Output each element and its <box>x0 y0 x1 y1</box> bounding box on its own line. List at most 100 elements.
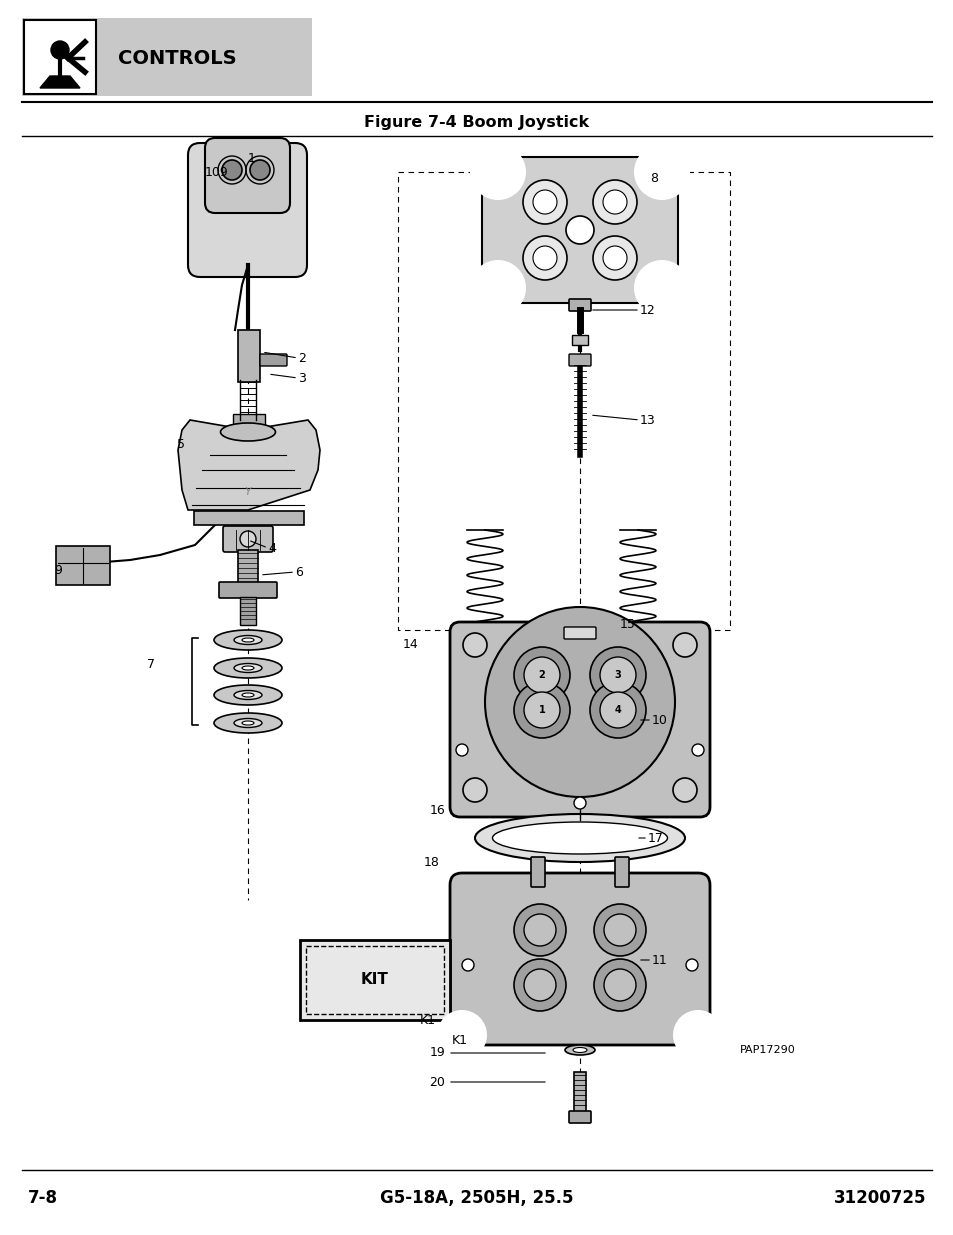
FancyBboxPatch shape <box>237 330 260 382</box>
FancyBboxPatch shape <box>531 857 544 887</box>
Polygon shape <box>40 77 80 88</box>
FancyBboxPatch shape <box>240 597 255 625</box>
Text: KIT: KIT <box>360 972 389 988</box>
Circle shape <box>523 914 556 946</box>
Text: 109: 109 <box>204 165 228 179</box>
Text: PAP17290: PAP17290 <box>740 1045 795 1055</box>
Circle shape <box>456 743 468 756</box>
Text: Figure 7-4 Boom Joystick: Figure 7-4 Boom Joystick <box>364 115 589 130</box>
Text: 31200725: 31200725 <box>833 1189 925 1207</box>
FancyBboxPatch shape <box>574 1072 585 1112</box>
Ellipse shape <box>492 823 667 853</box>
Circle shape <box>602 190 626 214</box>
Circle shape <box>250 161 270 180</box>
FancyBboxPatch shape <box>450 622 709 818</box>
Text: 1: 1 <box>248 152 255 164</box>
Circle shape <box>594 960 645 1011</box>
Circle shape <box>514 682 569 739</box>
FancyBboxPatch shape <box>24 20 96 94</box>
Ellipse shape <box>233 663 262 673</box>
Text: K1: K1 <box>419 1014 436 1026</box>
Circle shape <box>523 692 559 727</box>
FancyBboxPatch shape <box>233 414 265 430</box>
Circle shape <box>514 960 565 1011</box>
FancyBboxPatch shape <box>572 335 587 345</box>
Circle shape <box>522 180 566 224</box>
Circle shape <box>514 904 565 956</box>
Circle shape <box>634 144 689 200</box>
Circle shape <box>461 960 474 971</box>
Text: K1: K1 <box>452 1034 468 1046</box>
Text: 6: 6 <box>294 566 302 578</box>
Text: 11: 11 <box>651 953 667 967</box>
Circle shape <box>523 969 556 1002</box>
FancyBboxPatch shape <box>568 1112 590 1123</box>
Circle shape <box>672 634 697 657</box>
Circle shape <box>436 1010 486 1060</box>
Circle shape <box>565 216 594 245</box>
Text: 3: 3 <box>614 671 620 680</box>
FancyBboxPatch shape <box>188 143 307 277</box>
Circle shape <box>484 606 675 797</box>
Text: 13: 13 <box>639 414 655 426</box>
Text: 9: 9 <box>54 563 62 577</box>
Circle shape <box>593 236 637 280</box>
FancyBboxPatch shape <box>219 582 276 598</box>
FancyBboxPatch shape <box>563 627 596 638</box>
Circle shape <box>523 657 559 693</box>
Circle shape <box>240 531 255 547</box>
Text: 7-8: 7-8 <box>28 1189 58 1207</box>
Text: 20: 20 <box>429 1076 444 1088</box>
Circle shape <box>574 797 585 809</box>
Circle shape <box>602 246 626 270</box>
Text: 8: 8 <box>649 172 658 184</box>
Text: 19: 19 <box>429 1046 444 1060</box>
Text: CONTROLS: CONTROLS <box>118 48 236 68</box>
Text: 2: 2 <box>297 352 306 364</box>
FancyBboxPatch shape <box>22 19 312 96</box>
Text: 4: 4 <box>268 541 275 555</box>
FancyBboxPatch shape <box>193 511 304 525</box>
Text: 7: 7 <box>147 658 154 672</box>
Ellipse shape <box>242 666 253 671</box>
Text: 4: 4 <box>614 705 620 715</box>
FancyBboxPatch shape <box>260 354 287 366</box>
FancyBboxPatch shape <box>237 550 257 585</box>
Ellipse shape <box>213 658 282 678</box>
Circle shape <box>593 180 637 224</box>
Ellipse shape <box>213 685 282 705</box>
Circle shape <box>51 41 69 59</box>
Circle shape <box>672 778 697 802</box>
Circle shape <box>462 778 486 802</box>
Circle shape <box>672 1010 722 1060</box>
Circle shape <box>599 657 636 693</box>
Circle shape <box>603 969 636 1002</box>
Text: 18: 18 <box>424 856 439 868</box>
Ellipse shape <box>242 721 253 725</box>
Ellipse shape <box>233 690 262 699</box>
Text: 3: 3 <box>297 372 306 384</box>
FancyBboxPatch shape <box>568 354 590 366</box>
Text: 17: 17 <box>647 831 663 845</box>
FancyBboxPatch shape <box>299 940 450 1020</box>
Text: 15: 15 <box>619 619 636 631</box>
Ellipse shape <box>564 1045 595 1055</box>
Text: G5-18A, 2505H, 25.5: G5-18A, 2505H, 25.5 <box>380 1189 573 1207</box>
FancyBboxPatch shape <box>450 873 709 1045</box>
Ellipse shape <box>220 424 275 441</box>
Circle shape <box>470 261 525 316</box>
Text: Y: Y <box>244 487 251 496</box>
Circle shape <box>222 161 242 180</box>
Circle shape <box>533 190 557 214</box>
Ellipse shape <box>213 630 282 650</box>
Circle shape <box>470 144 525 200</box>
Text: 5: 5 <box>177 438 185 452</box>
Text: 16: 16 <box>429 804 444 816</box>
FancyBboxPatch shape <box>481 157 678 303</box>
Circle shape <box>522 236 566 280</box>
Circle shape <box>685 960 698 971</box>
Circle shape <box>462 634 486 657</box>
Text: 10: 10 <box>651 714 667 726</box>
Circle shape <box>599 692 636 727</box>
Circle shape <box>634 261 689 316</box>
